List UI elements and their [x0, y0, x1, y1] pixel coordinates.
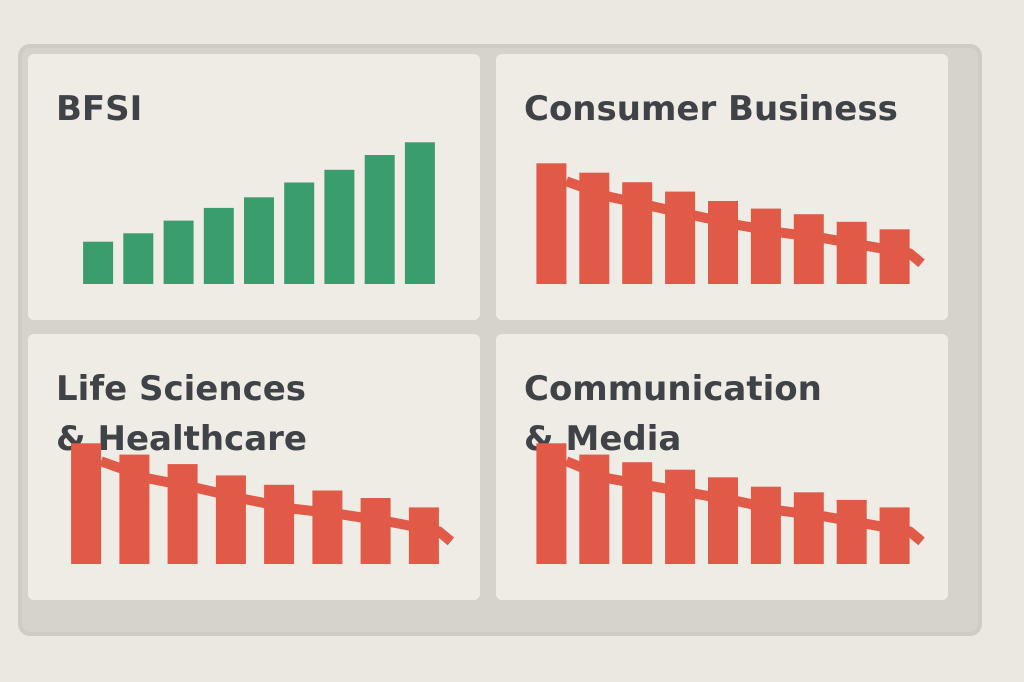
chart-bar — [71, 443, 102, 564]
chart-bar — [836, 499, 867, 564]
trend-band — [564, 176, 925, 268]
panel-title: BFSI — [56, 89, 143, 129]
chart-bar — [793, 214, 824, 284]
chart-bar — [536, 443, 567, 564]
chart-bar — [312, 490, 343, 564]
chart-bar — [404, 142, 435, 284]
chart-bar — [750, 486, 781, 564]
panel-consumer-business: Consumer Business — [496, 54, 948, 320]
panel-life-sciences-healthcare: Life Sciences & Healthcare — [28, 334, 480, 600]
chart-bar — [163, 220, 194, 284]
chart-bar — [244, 197, 274, 284]
panel-communication-media: Communication & Media — [496, 334, 948, 600]
chart-life-sciences-healthcare — [71, 443, 455, 564]
chart-consumer-business — [536, 163, 925, 284]
chart-bar — [83, 241, 114, 284]
panel-title: Communication & Media — [524, 369, 822, 459]
panel-title: Life Sciences & Healthcare — [56, 369, 307, 459]
chart-bar — [793, 492, 824, 564]
chart-bar — [123, 233, 154, 284]
chart-communication-media — [536, 443, 925, 564]
chart-bar — [879, 507, 910, 564]
chart-bar — [264, 484, 295, 564]
chart-bar — [708, 201, 738, 284]
chart-bar — [284, 182, 315, 284]
dashboard-frame: BFSI Consumer Business Life Sciences & H… — [18, 44, 982, 636]
panel-title: Consumer Business — [524, 89, 898, 129]
chart-bar — [203, 207, 234, 284]
chart-bfsi — [83, 142, 435, 284]
chart-bar — [408, 507, 439, 564]
chart-bar — [750, 208, 781, 284]
trend-band — [564, 456, 925, 546]
chart-bar — [360, 498, 391, 564]
chart-bar — [665, 469, 696, 564]
chart-bar — [364, 155, 395, 284]
trend-band — [99, 456, 455, 546]
chart-bar — [324, 169, 355, 284]
panel-bfsi: BFSI — [28, 54, 480, 320]
chart-bar — [836, 221, 867, 284]
chart-bar — [708, 477, 738, 564]
chart-bar — [536, 163, 567, 284]
